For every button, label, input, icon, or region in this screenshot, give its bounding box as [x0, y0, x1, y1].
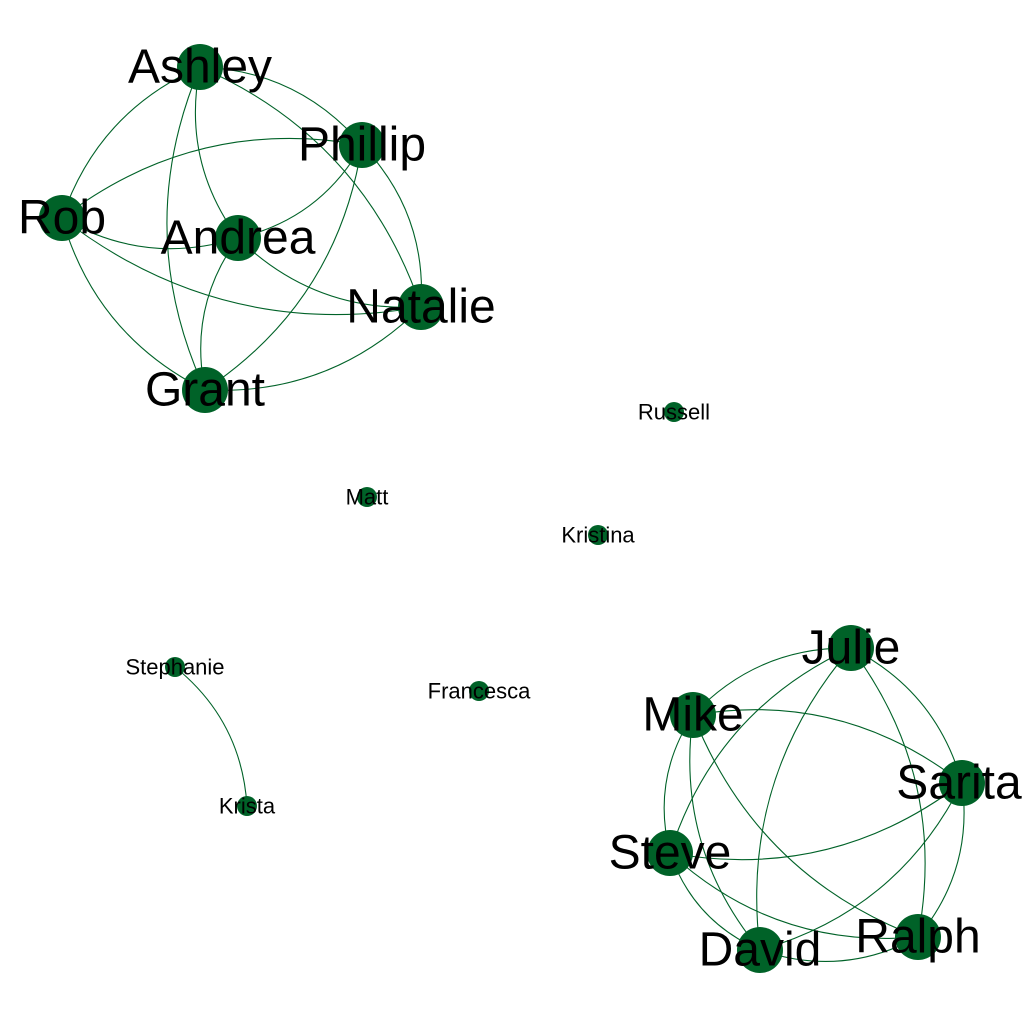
- edge-sarita-david: [759, 782, 963, 951]
- node-label-francesca: Francesca: [428, 679, 531, 704]
- node-label-ashley: Ashley: [128, 41, 272, 94]
- node-phillip[interactable]: [339, 122, 385, 168]
- edge-mike-david: [689, 714, 761, 951]
- node-stephanie[interactable]: [165, 657, 185, 677]
- node-label-kristina: Kristina: [561, 523, 635, 548]
- edge-andrea-natalie: [237, 237, 422, 308]
- edge-phillip-rob: [61, 137, 363, 219]
- edge-mike-ralph: [692, 714, 919, 938]
- node-kristina[interactable]: [588, 525, 608, 545]
- node-ashley[interactable]: [177, 44, 223, 90]
- node-label-mike: Mike: [642, 689, 743, 742]
- node-natalie[interactable]: [398, 284, 444, 330]
- node-julie[interactable]: [828, 625, 874, 671]
- edge-rob-grant: [61, 217, 206, 391]
- edge-phillip-grant: [204, 144, 363, 391]
- node-krista[interactable]: [237, 796, 257, 816]
- edge-julie-ralph: [850, 647, 926, 938]
- node-label-phillip: Phillip: [298, 119, 426, 172]
- node-label-ralph: Ralph: [855, 911, 980, 964]
- node-mike[interactable]: [670, 692, 716, 738]
- edge-julie-steve: [669, 647, 852, 854]
- nodes-layer: [39, 44, 985, 973]
- node-andrea[interactable]: [215, 215, 261, 261]
- node-matt[interactable]: [357, 487, 377, 507]
- edge-steve-ralph: [669, 852, 919, 939]
- edge-sarita-steve: [669, 782, 963, 861]
- edge-ashley-rob: [61, 66, 201, 219]
- edge-natalie-grant: [204, 306, 422, 391]
- node-rob[interactable]: [39, 195, 85, 241]
- node-label-natalie: Natalie: [346, 281, 495, 334]
- node-label-matt: Matt: [346, 485, 389, 510]
- node-label-stephanie: Stephanie: [125, 655, 224, 680]
- node-label-steve: Steve: [609, 827, 732, 880]
- edge-julie-david: [756, 647, 852, 951]
- edge-stephanie-krista: [174, 666, 248, 807]
- node-grant[interactable]: [182, 367, 228, 413]
- node-label-david: David: [699, 924, 822, 977]
- edges-layer: [61, 66, 965, 963]
- node-label-sarita: Sarita: [896, 757, 1022, 810]
- node-label-rob: Rob: [18, 192, 106, 245]
- node-label-russell: Russell: [638, 400, 710, 425]
- node-sarita[interactable]: [939, 760, 985, 806]
- node-ralph[interactable]: [895, 914, 941, 960]
- node-label-andrea: Andrea: [161, 212, 316, 265]
- edge-ashley-natalie: [199, 66, 422, 308]
- node-label-krista: Krista: [219, 794, 276, 819]
- edge-mike-sarita: [692, 709, 963, 784]
- node-steve[interactable]: [647, 830, 693, 876]
- edge-ashley-grant: [166, 66, 206, 391]
- edge-rob-natalie: [61, 217, 422, 316]
- node-label-julie: Julie: [802, 622, 901, 675]
- node-label-grant: Grant: [145, 364, 265, 417]
- node-david[interactable]: [737, 927, 783, 973]
- node-russell[interactable]: [664, 402, 684, 422]
- node-francesca[interactable]: [469, 681, 489, 701]
- labels-layer: Ashley Phillip Rob Andrea Natalie Grant Russel…: [18, 41, 1022, 977]
